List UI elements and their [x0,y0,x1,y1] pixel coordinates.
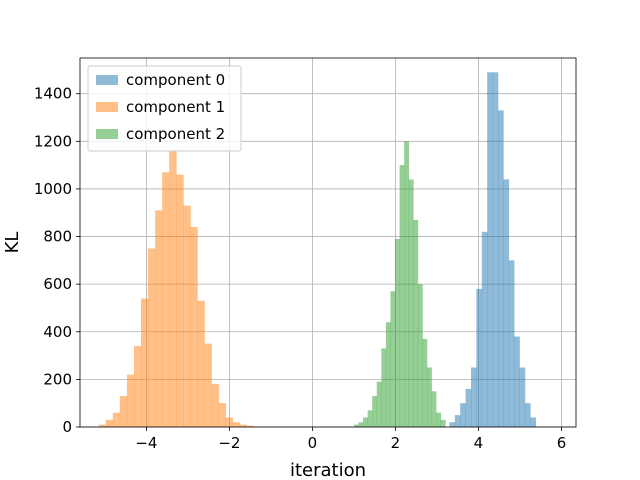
histogram-bar [497,110,504,427]
legend: component 0 component 1 component 2 [87,65,242,152]
histogram-bar [449,422,456,427]
x-tick-label: 4 [474,434,484,452]
y-tick-label: 0 [62,418,72,436]
x-tick-label: 2 [391,434,401,452]
histogram-bar [98,424,107,427]
y-tick-label: 400 [43,323,72,341]
plot-frame [79,57,577,428]
histogram-bar [385,322,391,427]
histogram-bar [183,205,191,427]
histogram-bar [197,300,205,427]
histogram-bar [481,231,488,427]
histogram-bar [155,210,163,427]
histogram-bar [169,150,177,427]
histogram-bar [399,165,405,427]
histogram-bar [225,417,234,427]
histogram-bar [431,391,437,427]
histogram-bar [148,248,156,427]
x-tick-label: −4 [135,434,157,452]
histogram-bar [395,238,400,427]
histogram-bar [246,425,255,427]
histogram-bar [417,284,423,427]
legend-swatch [96,75,118,85]
series-2-bars [353,141,446,428]
histogram-bar [404,141,410,428]
series-1-bars [98,150,255,427]
y-tick-label: 1200 [34,132,72,150]
histogram-bar [358,422,364,427]
histogram-bar [112,412,121,427]
histogram-bar [408,179,414,427]
histogram-bar [232,422,241,427]
histogram-bar [422,338,428,427]
histogram-bar [126,374,135,427]
legend-box [87,65,242,152]
histogram-bar [367,410,373,427]
histogram-bar [465,388,472,427]
histogram-bar [119,396,128,427]
histogram-bar [211,384,219,427]
histogram-bar [353,424,359,427]
histogram-bar [176,174,184,427]
histogram-bar [460,403,466,427]
legend-label: component 0 [126,71,225,89]
histogram-bar [519,367,526,427]
histogram-bar [381,348,387,427]
histogram-bar [162,172,170,427]
histogram-bar [413,219,419,427]
histogram-bar [204,343,212,427]
histogram-bar [454,415,461,427]
y-tick-label: 1000 [34,180,72,198]
x-tick-label: −2 [218,434,240,452]
histogram-bar [105,419,114,427]
histogram-bar [470,367,477,427]
histogram-bars [98,72,537,428]
histogram-bar [476,288,483,427]
y-tick-label: 800 [43,228,72,246]
histogram-bar [530,417,537,427]
histogram-bar [363,417,368,427]
histogram-bar [141,298,149,427]
histogram-bar [524,403,531,427]
histogram-bar [487,72,493,427]
histogram-bar [514,336,520,427]
histogram-bar [372,396,378,427]
histogram-bar [492,72,499,427]
histogram-bar [508,260,515,427]
y-tick-label: 200 [43,370,72,388]
y-axis-label: KL [2,232,23,254]
histogram-bar [239,424,248,427]
histogram-bar [436,412,441,427]
legend-label: component 2 [126,125,225,143]
histogram-bar [426,367,432,427]
histogram-bar [190,227,198,427]
y-tick-label: 1400 [34,85,72,103]
series-0-bars [449,72,537,427]
histogram-bar [440,419,446,427]
legend-swatch [96,102,118,112]
legend-label: component 1 [126,98,225,116]
x-tick-label: 6 [557,434,567,452]
x-axis-label: iteration [290,460,366,480]
x-tick-label: 0 [308,434,318,452]
histogram-bar [376,381,382,427]
legend-swatch [96,129,118,139]
histogram-bar [218,403,226,427]
y-tick-label: 600 [43,275,72,293]
axis-ticks: −4 −2 0 2 4 6 0 200 400 600 800 1000 1200 1400 [34,85,566,452]
histogram-bar [390,291,396,427]
histogram-bar [133,346,142,427]
histogram-bar [503,179,510,427]
